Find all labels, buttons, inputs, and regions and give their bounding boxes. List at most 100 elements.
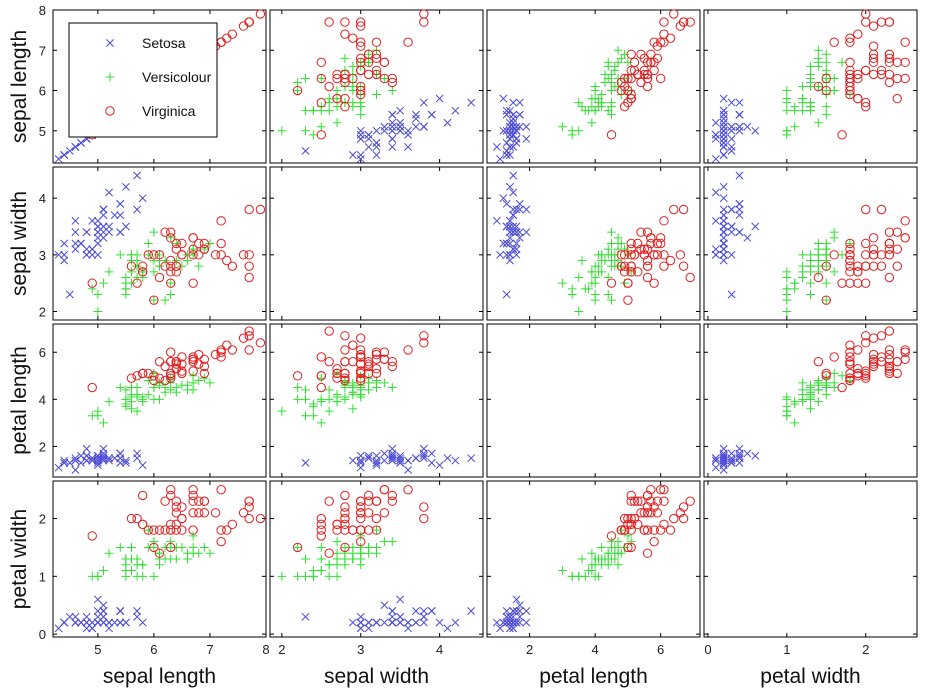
point-versicolour: [806, 290, 815, 299]
point-setosa: [727, 228, 736, 237]
point-setosa: [116, 618, 125, 627]
point-versicolour: [127, 543, 136, 552]
y-tick-label: 2: [39, 512, 46, 527]
point-setosa: [735, 98, 744, 107]
point-virginica: [387, 73, 397, 84]
point-setosa: [735, 199, 744, 208]
point-setosa: [505, 134, 514, 143]
point-versicolour: [104, 397, 114, 407]
point-virginica: [154, 356, 165, 367]
point-setosa: [502, 138, 511, 147]
point-versicolour: [316, 418, 326, 428]
point-versicolour: [348, 554, 358, 564]
point-virginica: [216, 345, 226, 355]
point-virginica: [154, 373, 165, 383]
point-versicolour: [356, 110, 366, 120]
point-versicolour: [829, 227, 839, 237]
point-versicolour: [821, 65, 831, 75]
point-virginica: [222, 255, 232, 266]
point-setosa: [509, 98, 518, 107]
panel-3-2: [486, 480, 701, 638]
point-virginica: [188, 366, 198, 376]
point-virginica: [837, 278, 847, 288]
point-setosa: [121, 182, 130, 191]
point-setosa: [138, 194, 147, 203]
point-virginica: [154, 525, 165, 535]
point-setosa: [60, 239, 69, 248]
point-versicolour: [813, 250, 823, 260]
point-setosa: [364, 624, 373, 633]
point-setosa: [512, 134, 521, 143]
point-virginica: [149, 542, 159, 553]
point-versicolour: [387, 537, 397, 547]
point-virginica: [356, 53, 366, 64]
point-setosa: [380, 618, 389, 627]
point-setosa: [509, 171, 518, 180]
point-versicolour: [821, 278, 831, 288]
point-setosa: [133, 612, 142, 621]
point-versicolour: [301, 106, 310, 116]
point-versicolour: [340, 392, 350, 402]
point-virginica: [813, 272, 824, 283]
point-virginica: [340, 490, 350, 501]
point-virginica: [356, 41, 366, 51]
point-versicolour: [348, 404, 358, 414]
point-versicolour: [149, 267, 159, 277]
point-setosa: [502, 607, 511, 615]
point-virginica: [845, 267, 855, 277]
point-setosa: [396, 106, 405, 115]
point-setosa: [522, 607, 531, 615]
point-setosa: [711, 250, 720, 259]
point-setosa: [372, 618, 381, 627]
point-versicolour: [104, 267, 114, 277]
point-versicolour: [340, 554, 350, 564]
point-setosa: [509, 624, 518, 633]
point-virginica: [845, 375, 855, 386]
point-versicolour: [607, 239, 616, 248]
point-setosa: [515, 122, 524, 131]
point-versicolour: [199, 373, 209, 383]
point-virginica: [623, 513, 633, 524]
point-versicolour: [790, 106, 800, 116]
point-versicolour: [356, 390, 366, 400]
point-versicolour: [160, 295, 170, 305]
point-setosa: [719, 114, 728, 123]
point-versicolour: [806, 404, 815, 414]
point-virginica: [216, 347, 226, 357]
point-setosa: [727, 290, 736, 299]
point-versicolour: [577, 554, 587, 564]
point-virginica: [861, 250, 871, 260]
point-versicolour: [166, 373, 176, 383]
point-virginica: [371, 368, 382, 379]
point-versicolour: [806, 278, 815, 288]
point-setosa: [719, 126, 728, 135]
point-versicolour: [293, 78, 303, 87]
point-setosa: [121, 458, 130, 467]
point-setosa: [364, 454, 373, 463]
point-virginica: [255, 9, 266, 19]
point-setosa: [719, 454, 728, 463]
point-virginica: [900, 354, 910, 365]
point-setosa: [356, 155, 365, 163]
point-virginica: [137, 267, 148, 277]
point-virginica: [669, 513, 679, 524]
panel-3-1: [269, 480, 484, 638]
point-setosa: [388, 142, 397, 151]
point-virginica: [340, 17, 350, 27]
point-versicolour: [183, 548, 192, 558]
point-virginica: [363, 49, 374, 59]
point-versicolour: [613, 45, 623, 55]
point-setosa: [110, 454, 119, 463]
point-setosa: [411, 114, 420, 123]
point-versicolour: [132, 392, 142, 402]
point-versicolour: [340, 53, 350, 63]
point-virginica: [616, 250, 627, 260]
point-virginica: [143, 250, 153, 260]
point-setosa: [364, 451, 373, 460]
point-setosa: [356, 130, 365, 139]
point-versicolour: [557, 122, 567, 132]
point-virginica: [861, 204, 871, 215]
point-setosa: [419, 444, 428, 453]
point-virginica: [199, 354, 210, 365]
point-setosa: [512, 122, 521, 131]
